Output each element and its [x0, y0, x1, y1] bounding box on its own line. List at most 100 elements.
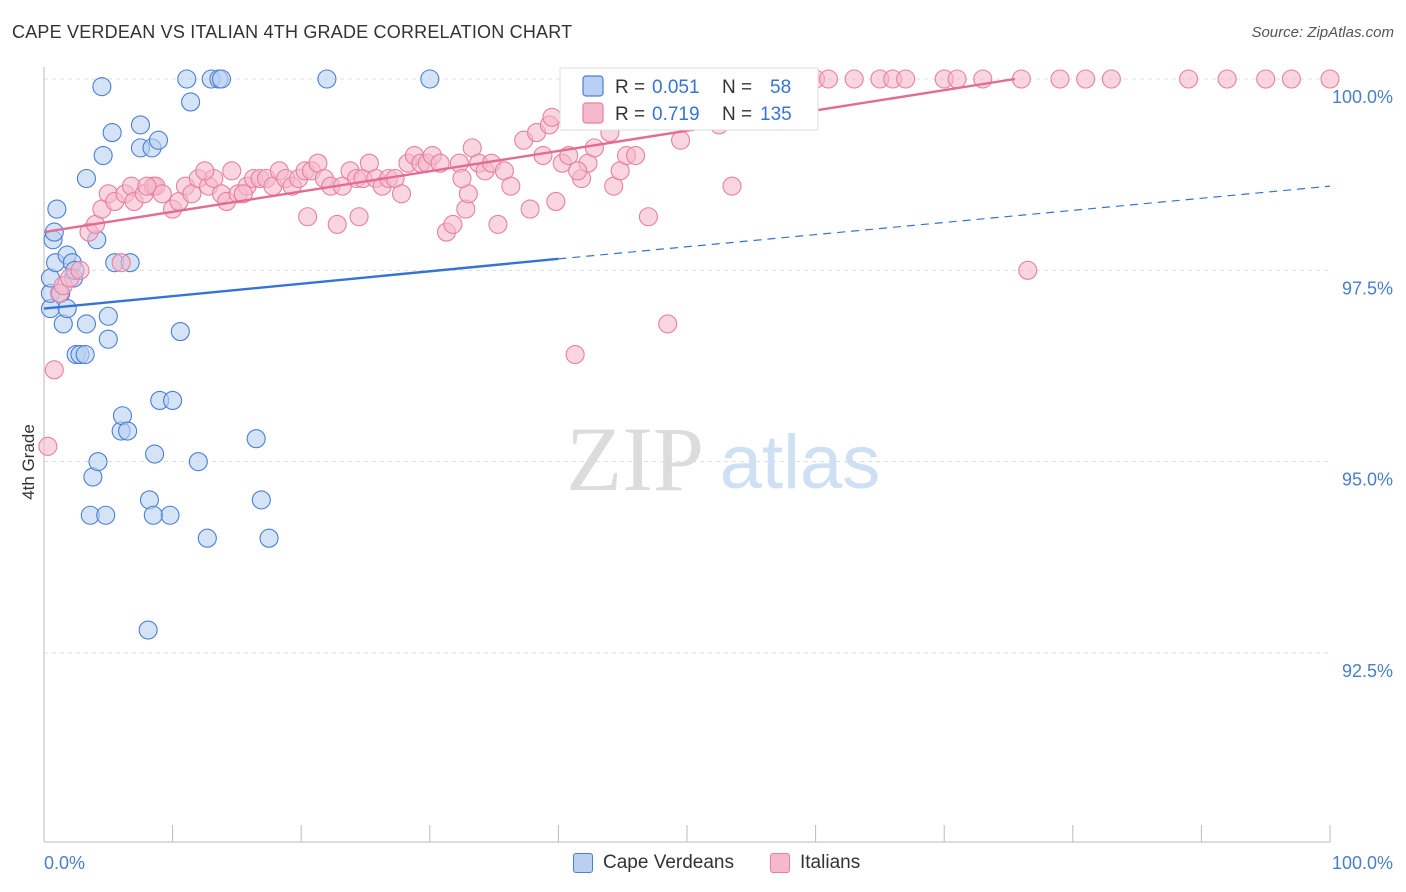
legend-n-label-2: N =	[722, 104, 752, 125]
italian-point	[111, 253, 131, 273]
y-tick-label: 92.5%	[1342, 661, 1393, 681]
italian-point	[1281, 69, 1301, 89]
cape-verdean-point	[93, 145, 113, 166]
cape-verdean-point	[143, 505, 163, 525]
legend-r-value-2: 0.719	[652, 104, 700, 125]
italian-point	[818, 69, 839, 89]
cape-verdean-point	[148, 130, 169, 150]
cape-verdean-point	[47, 199, 67, 219]
italian-point	[1076, 69, 1096, 89]
cape-verdean-point	[102, 123, 122, 143]
cape-verdean-point	[76, 314, 96, 334]
italian-trendline	[43, 77, 1016, 234]
cape-verdean-point	[420, 69, 440, 89]
points-layer	[38, 69, 1340, 640]
italian-point	[195, 161, 215, 181]
cape-verdean-point	[188, 452, 208, 472]
watermark: ZIP atlas	[566, 408, 880, 510]
cape-verdean-point	[130, 115, 150, 135]
italian-point	[546, 191, 566, 212]
legend-r-label-2: R =	[615, 104, 645, 125]
legend-r-value-1: 0.051	[652, 77, 700, 98]
italian-point	[542, 107, 562, 127]
bottom-legend-item-cape-verdeans[interactable]: Cape Verdeans	[573, 852, 734, 874]
italian-point	[520, 199, 540, 219]
italian-point	[1217, 69, 1237, 89]
cape-verdean-point	[246, 429, 266, 449]
cape-verdean-point	[170, 322, 190, 342]
legend-n-value-1: 58	[770, 77, 791, 98]
italian-point	[565, 344, 585, 365]
bottom-legend-item-italians[interactable]: Italians	[770, 852, 860, 874]
cape-verdean-point	[138, 620, 158, 640]
cape-verdean-point	[251, 490, 271, 510]
italian-point	[137, 176, 157, 196]
y-tick-label: 95.0%	[1342, 470, 1393, 490]
italian-point	[1101, 69, 1121, 89]
italian-point	[1256, 69, 1276, 89]
italian-point	[1050, 69, 1070, 89]
bottom-legend: Cape Verdeans Italians	[0, 852, 1406, 878]
cape-verdean-trendline	[43, 257, 559, 310]
cape-verdean-point	[145, 444, 165, 464]
cape-verdean-point	[317, 69, 337, 89]
italian-point	[70, 260, 90, 280]
italian-point	[626, 145, 646, 166]
italian-point	[947, 69, 967, 89]
legend-box: R = 0.051 N = 58 R = 0.719 N = 135	[559, 67, 819, 131]
cape-verdean-point	[259, 528, 279, 548]
cape-verdean-point	[76, 168, 96, 189]
cape-verdean-point	[75, 344, 95, 365]
legend-swatch-pink	[582, 102, 604, 124]
italian-point	[443, 214, 463, 234]
italian-point	[1320, 69, 1340, 89]
cape-verdean-point	[197, 528, 217, 548]
italian-point	[638, 207, 658, 227]
x-tick-label-max: 100.0%	[1332, 853, 1393, 873]
axis-layer: 100.0% 97.5% 95.0% 92.5%	[43, 67, 1393, 843]
legend-swatch-blue	[582, 75, 604, 97]
cape-verdean-point	[160, 505, 180, 525]
italian-point	[1178, 69, 1199, 89]
y-axis-label: 4th Grade	[19, 424, 38, 500]
cape-verdean-point	[88, 452, 108, 472]
cape-verdean-point	[98, 329, 118, 349]
italian-point	[722, 176, 742, 196]
bottom-legend-label-cape-verdeans: Cape Verdeans	[603, 852, 734, 873]
italian-point	[233, 184, 253, 204]
cape-verdean-point	[118, 421, 138, 441]
italian-point	[38, 436, 58, 456]
italian-point	[658, 314, 678, 334]
bottom-legend-swatch-blue	[573, 853, 593, 873]
italian-point	[222, 161, 242, 181]
italian-point	[327, 214, 347, 234]
italian-point	[430, 153, 450, 173]
italian-point	[584, 138, 604, 158]
italian-point	[488, 214, 508, 234]
y-tick-label: 100.0%	[1332, 87, 1393, 107]
italian-point	[44, 360, 64, 380]
watermark-zip: ZIP	[566, 408, 704, 510]
cape-verdean-point	[211, 69, 232, 89]
legend-n-label-1: N =	[722, 77, 752, 98]
cape-verdean-point	[163, 390, 183, 410]
italian-point	[844, 69, 864, 89]
cape-verdean-trendline-extension	[558, 185, 1331, 260]
italian-point	[349, 207, 369, 227]
italian-point	[1018, 260, 1038, 280]
trend-layer	[43, 77, 1331, 310]
cape-verdean-point	[96, 505, 116, 525]
italian-point	[391, 184, 412, 204]
legend-r-label-1: R =	[615, 77, 645, 98]
italian-point	[896, 69, 916, 89]
italian-point	[298, 207, 318, 227]
cape-verdean-point	[181, 92, 201, 112]
chart-title: CAPE VERDEAN VS ITALIAN 4TH GRADE CORREL…	[12, 22, 573, 42]
watermark-atlas: atlas	[720, 420, 881, 505]
bottom-legend-swatch-pink	[770, 853, 790, 873]
italian-point	[568, 161, 588, 181]
italian-point	[501, 176, 521, 196]
legend-n-value-2: 135	[760, 104, 792, 125]
cape-verdean-point	[98, 306, 118, 326]
